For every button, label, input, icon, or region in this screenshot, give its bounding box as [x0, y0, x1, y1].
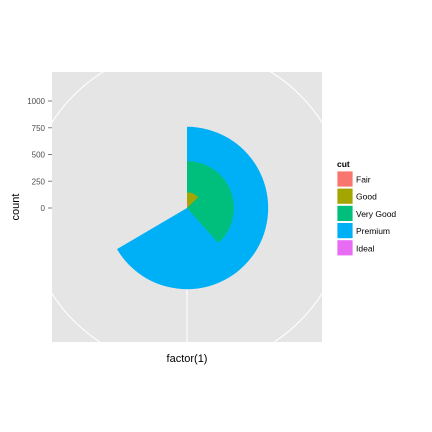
legend-label-premium: Premium [356, 226, 390, 236]
x-axis-title: factor(1) [167, 353, 208, 365]
y-axis-ticks: 0 250 500 750 1000 [27, 97, 52, 213]
legend-key-very-good [336, 204, 354, 222]
y-axis-title: count [10, 194, 22, 221]
legend-key-premium [336, 222, 354, 240]
wedges [116, 126, 269, 290]
y-tick-label: 500 [32, 151, 46, 160]
legend-key-fair [336, 170, 354, 188]
wedge-fair [187, 202, 189, 208]
y-tick-label: 0 [41, 204, 46, 213]
y-tick-label: 250 [32, 177, 46, 186]
legend-label-fair: Fair [356, 175, 371, 185]
legend-title: cut [337, 159, 350, 169]
legend-label-good: Good [356, 192, 377, 202]
y-tick-label: 1000 [27, 97, 45, 106]
legend: cut Fair Good Very Good Premium Ideal [336, 159, 396, 257]
wedge-very-good [187, 161, 234, 243]
wedge-good [187, 192, 199, 208]
legend-label-very-good: Very Good [356, 209, 396, 219]
legend-key-ideal [336, 239, 354, 257]
legend-label-ideal: Ideal [356, 243, 375, 253]
y-tick-label: 750 [32, 124, 46, 133]
legend-key-good [336, 187, 354, 205]
